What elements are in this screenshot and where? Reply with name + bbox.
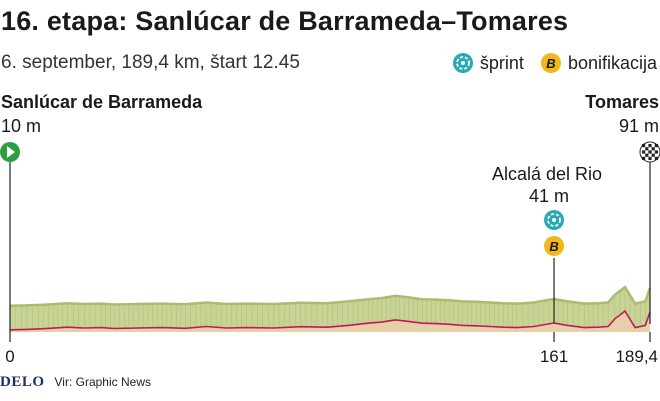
profile-top-edge	[9, 285, 652, 308]
intermediate-elevation: 41 m	[529, 186, 570, 206]
start-elevation: 10 m	[1, 116, 42, 136]
footer: DELO Vir: Graphic News	[0, 374, 151, 391]
x-axis-ticks: 0 161 189,4	[5, 332, 658, 366]
legend-bonus-letter: B	[546, 56, 555, 71]
finish-name: Tomares	[585, 92, 659, 112]
finish-flag-icon	[639, 141, 660, 163]
stage-subtitle: 6. september, 189,4 km, štart 12.45	[1, 52, 300, 73]
bonus-marker-letter: B	[549, 239, 558, 254]
bonus-marker-icon: B	[544, 236, 565, 256]
start-play-icon	[7, 146, 15, 158]
intermediate-name: Alcalá del Rio	[492, 164, 603, 184]
legend: šprint B bonifikacija	[436, 52, 657, 74]
stage-title: 16. etapa: Sanlúcar de Barrameda–Tomares	[1, 6, 569, 36]
brand-logo: DELO	[0, 374, 45, 390]
x-tick-label: 0	[5, 347, 14, 366]
x-tick-label: 189,4	[615, 347, 658, 366]
marker-lines	[9, 162, 651, 332]
legend-bonus-label: bonifikacija	[567, 52, 657, 73]
sprint-marker-icon	[544, 210, 565, 230]
bonus-icon: B	[540, 53, 561, 73]
start-name: Sanlúcar de Barrameda	[1, 92, 203, 112]
terrain-layer	[9, 285, 652, 332]
legend-sprint: šprint	[452, 52, 524, 74]
sprint-icon	[452, 53, 473, 73]
source-credit: Vir: Graphic News	[54, 375, 151, 389]
legend-bonus: B bonifikacija	[540, 52, 657, 74]
finish-elevation: 91 m	[618, 116, 659, 136]
route-line	[9, 309, 651, 331]
x-tick-label: 161	[540, 347, 568, 366]
marker-icons: B	[0, 141, 660, 256]
legend-sprint-label: šprint	[479, 52, 524, 73]
